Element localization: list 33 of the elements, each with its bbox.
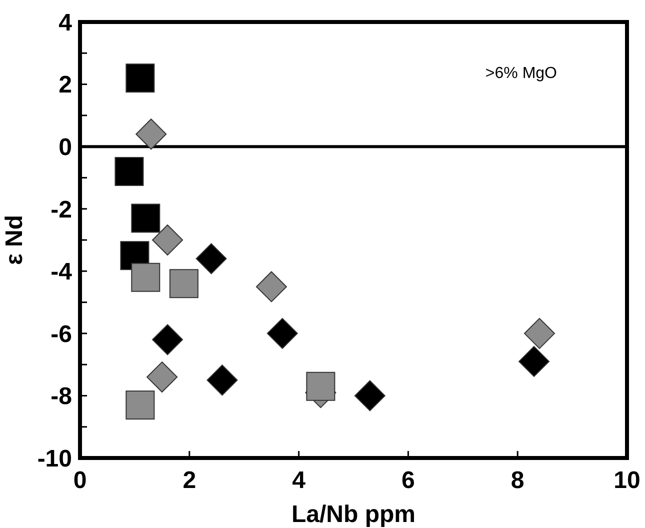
point bbox=[354, 380, 386, 412]
y-tick-label: 4 bbox=[58, 9, 73, 36]
x-tick-label: 4 bbox=[292, 467, 306, 494]
point bbox=[152, 224, 184, 256]
point bbox=[266, 318, 298, 349]
point bbox=[152, 324, 184, 356]
y-tick-label: -8 bbox=[50, 383, 72, 410]
point bbox=[136, 118, 167, 150]
point bbox=[518, 346, 550, 377]
point bbox=[196, 243, 227, 274]
y-tick-label: -4 bbox=[50, 258, 73, 286]
point bbox=[524, 318, 555, 349]
y-tick-label: 2 bbox=[58, 72, 72, 99]
y-axis-title: ε Nd bbox=[1, 214, 28, 266]
point bbox=[131, 262, 160, 292]
point bbox=[126, 64, 155, 93]
point bbox=[169, 269, 198, 298]
point bbox=[126, 390, 155, 420]
point bbox=[256, 271, 287, 302]
x-tick-label: 2 bbox=[182, 467, 196, 494]
y-tick-label: -10 bbox=[37, 445, 72, 472]
x-tick-label: 8 bbox=[510, 467, 524, 494]
annotation: >6% MgO bbox=[485, 65, 557, 82]
point bbox=[131, 204, 160, 233]
y-tick-label: 0 bbox=[58, 134, 72, 161]
x-axis-title: La/Nb ppm bbox=[292, 501, 416, 528]
point bbox=[146, 362, 178, 393]
y-tick-label: -2 bbox=[50, 196, 72, 224]
point bbox=[114, 156, 144, 186]
y-tick-label: -6 bbox=[50, 320, 72, 348]
point bbox=[206, 364, 238, 396]
x-tick-label: 6 bbox=[402, 467, 415, 494]
x-tick-label: 10 bbox=[614, 467, 640, 494]
